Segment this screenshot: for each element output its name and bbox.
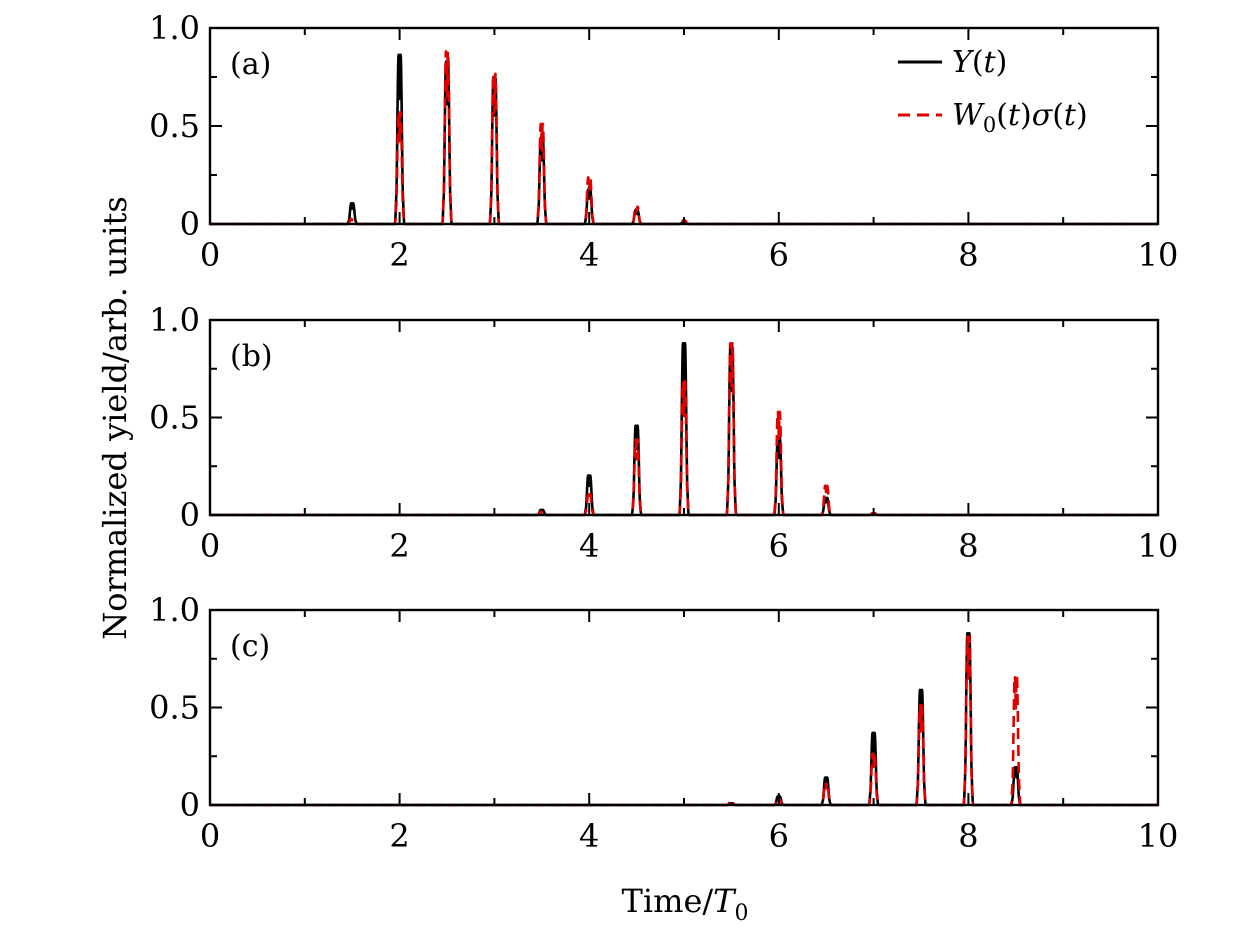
- panel-label: (b): [230, 339, 273, 374]
- y-tick-label: 0: [180, 205, 200, 243]
- y-tick-label: 1.0: [149, 301, 200, 339]
- series-line-y: [208, 53, 1160, 226]
- panel-b: 0 2 4 6 8 10 0 0.5 1.0 (b): [149, 301, 1178, 565]
- x-tick-label: 10: [1138, 817, 1179, 855]
- x-tick-label: 4: [579, 236, 599, 274]
- y-axis-title: Normalized yield/arb. units: [96, 196, 134, 640]
- y-tick-label: 0.5: [149, 399, 200, 437]
- x-tick-label: 2: [389, 527, 409, 565]
- panel-label: (a): [230, 47, 271, 82]
- x-tick-label: 8: [958, 817, 978, 855]
- y-tick-label: 1.0: [149, 591, 200, 629]
- x-tick-label: 2: [389, 236, 409, 274]
- x-tick-label: 10: [1138, 236, 1179, 274]
- y-tick-label: 0.5: [149, 107, 200, 145]
- x-tick-label: 6: [769, 236, 789, 274]
- series-line-y: [208, 341, 1160, 517]
- y-tick-label: 0: [180, 496, 200, 534]
- y-tick-label: 1.0: [149, 9, 200, 47]
- panel-c: 0 2 4 6 8 10 0 0.5 1.0 (c): [149, 591, 1178, 855]
- series-line-w0sigma: [208, 635, 1160, 807]
- x-axis-title-symbol: T: [713, 882, 737, 920]
- x-axis-title-subscript: 0: [734, 901, 748, 926]
- x-tick-label: 6: [769, 527, 789, 565]
- x-tick-label: 0: [200, 527, 220, 565]
- legend-label-w0sigma: W0(t)σ(t): [952, 98, 1088, 137]
- x-axis-title-main: Time/: [622, 882, 714, 920]
- x-tick-label: 8: [958, 236, 978, 274]
- y-tick-label: 0.5: [149, 689, 200, 727]
- x-tick-label: 10: [1138, 527, 1179, 565]
- x-tick-label: 0: [200, 236, 220, 274]
- panel-label: (c): [230, 629, 270, 664]
- x-tick-label: 4: [579, 527, 599, 565]
- y-tick-label: 0: [180, 786, 200, 824]
- panel-a: 0 2 4 6 8 10 0 0.5 1.0 (a): [149, 9, 1178, 274]
- x-axis-title-text: Time/T0: [622, 882, 749, 926]
- x-tick-label: 8: [958, 527, 978, 565]
- x-tick-label: 4: [579, 817, 599, 855]
- x-tick-label: 2: [389, 817, 409, 855]
- x-axis-title: Time/T0: [622, 882, 749, 926]
- legend-label-y: Y(t): [952, 45, 1007, 80]
- series-line-y: [208, 631, 1160, 807]
- legend: Y(t) W0(t)σ(t): [898, 45, 1088, 137]
- x-tick-label: 0: [200, 817, 220, 855]
- panels: 0 2 4 6 8 10 0 0.5 1.0 (a) 0 2 4 6 8 10 0 0.5 1.0 (b) 0 2 4 6 8 1…: [149, 9, 1178, 855]
- series-line-w0sigma: [208, 50, 1160, 226]
- x-tick-label: 6: [769, 817, 789, 855]
